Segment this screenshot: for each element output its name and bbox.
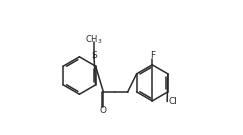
Text: CH$_3$: CH$_3$ [85, 34, 103, 46]
Text: O: O [100, 106, 107, 115]
Text: S: S [91, 51, 97, 60]
Text: Cl: Cl [169, 97, 177, 106]
Text: F: F [150, 51, 155, 60]
